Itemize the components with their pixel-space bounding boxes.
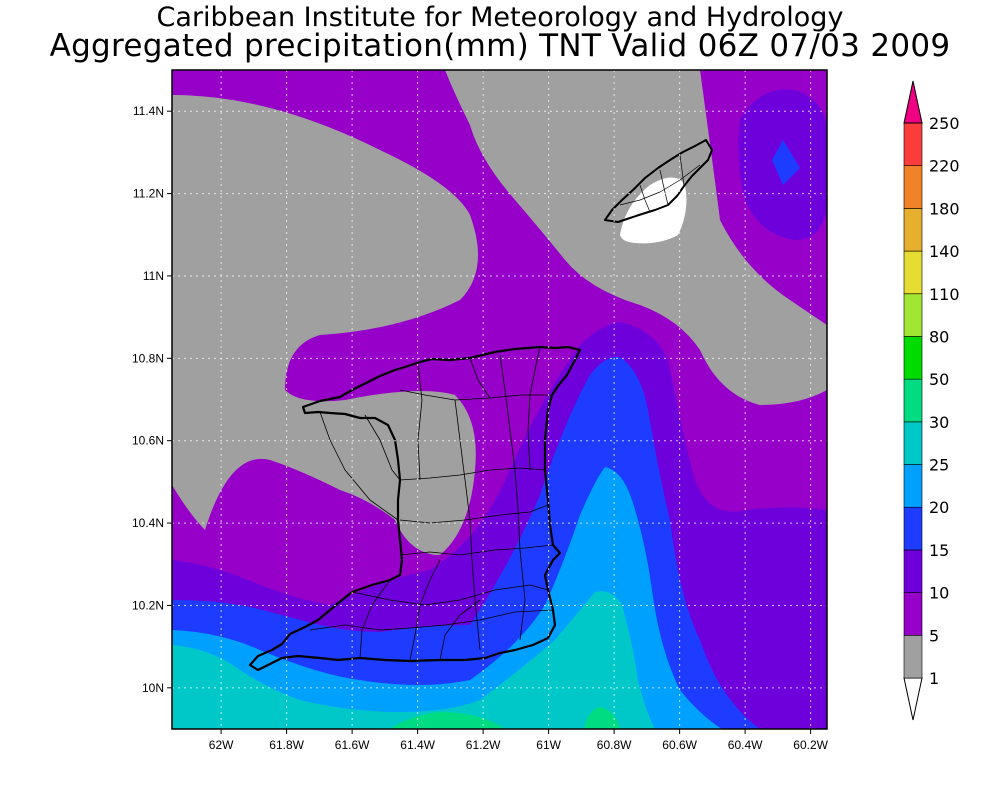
title-line-2: Aggregated precipitation(mm) TNT Valid 0… [49,28,951,64]
colorbar-segment [903,165,923,209]
lon-tick-label: 61.4W [400,738,435,752]
lat-tick-label: 11N [143,269,164,283]
lat-tick-label: 10.2N [132,598,164,612]
title-line-1: Caribbean Institute for Meteorology and … [156,2,844,33]
lat-tick-label: 11.2N [133,187,164,201]
colorbar-label: 180 [929,199,960,218]
colorbar-segment [903,208,923,252]
trinidad-outline [248,345,582,672]
band-1-5-west [172,95,478,555]
colorbar-label: 25 [929,456,949,475]
lon-tick-label: 60.8W [597,738,632,752]
colorbar-segment [903,421,923,465]
lon-tick-label: 61W [536,738,561,752]
lon-tick-label: 61.6W [335,738,370,752]
colorbar-segment [903,549,923,593]
colorbar-label: 10 [929,584,949,603]
band-25-30 [172,591,655,729]
tobago-outline [604,139,713,223]
band-30-50-east [584,707,620,729]
colorbar-label: 5 [929,626,939,645]
lat-tick-label: 10.8N [132,351,164,365]
colorbar-label: 50 [929,370,949,389]
colorbar-lower-arrow [903,677,923,721]
colorbar-label: 80 [929,327,949,346]
plot-frame [171,69,828,730]
colorbar-segment [903,592,923,636]
colorbar-label: 220 [929,157,960,176]
colorbar-segment [903,336,923,380]
colorbar-label: 20 [929,498,949,517]
lon-tick-label: 60.6W [662,738,697,752]
colorbar-label: 140 [929,242,960,261]
colorbar-segment [903,635,923,679]
colorbar-label: 15 [929,541,949,560]
colorbar-label: 250 [929,114,960,133]
colorbar-segment [903,378,923,423]
band-15-20-northeast [772,140,800,185]
lon-tick-label: 60.2W [793,738,828,752]
lat-tick-label: 10.4N [132,516,164,530]
lat-tick-label: 10.6N [132,434,164,448]
longitude-axis: 62W 61.8W 61.6W 61.4W 61.2W 61W 60.8W 60.6W 60.4… [209,729,829,752]
band-30-50-west [390,712,505,729]
gridlines [172,70,827,729]
lat-tick-label: 10N [142,681,164,695]
lon-tick-label: 60.4W [728,738,763,752]
colorbar-segment [903,122,923,166]
colorbar-upper-arrow [903,80,923,124]
colorbar-label: 1 [929,669,939,688]
colorbar-segment [903,506,923,551]
lon-tick-label: 61.8W [269,738,304,752]
colorbar-segment [903,250,923,295]
lon-tick-label: 61.2W [466,738,501,752]
precipitation-field [172,70,827,729]
colorbar-segment [903,293,923,337]
colorbar-label: 30 [929,413,949,432]
latitude-axis: 10N 10.2N 10.4N 10.6N 10.8N 11N 11.2N 11.4N [132,104,172,695]
lon-tick-label: 62W [209,738,234,752]
lat-tick-label: 11.4N [133,104,164,118]
colorbar-label: 110 [929,285,960,304]
colorbar-segment [903,464,923,508]
